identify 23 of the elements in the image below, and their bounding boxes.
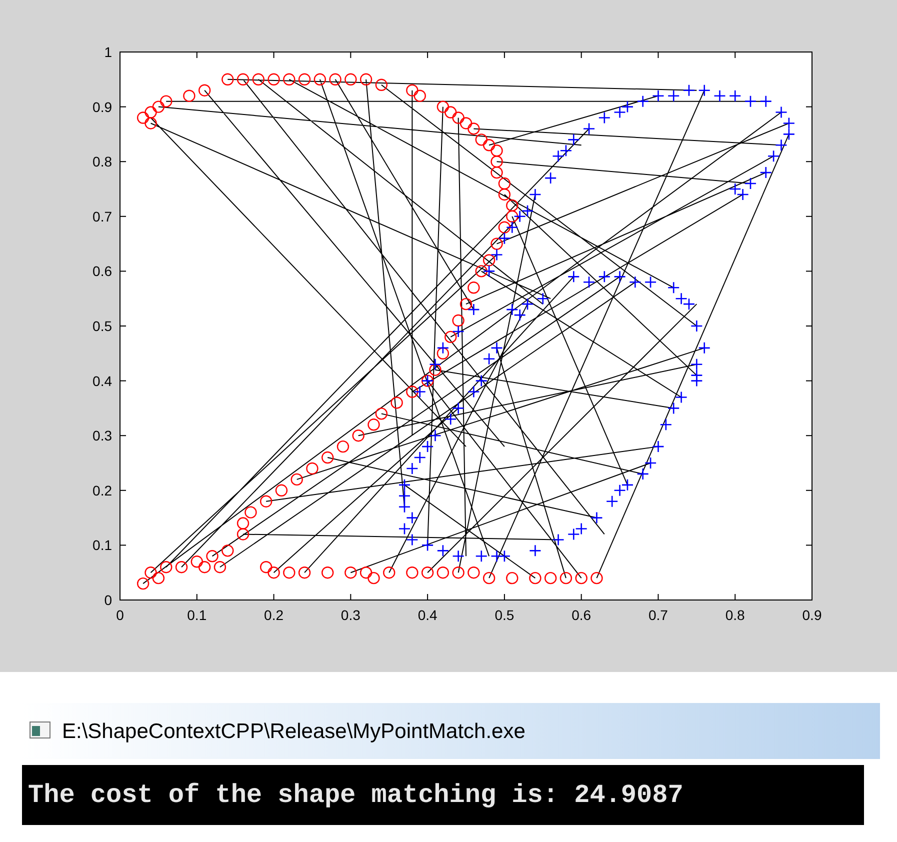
y-tick-label: 0.1 (92, 537, 112, 554)
x-tick-label: 0.6 (572, 607, 592, 623)
y-tick-label: 0.5 (92, 318, 112, 334)
y-tick-label: 0.7 (92, 208, 112, 224)
y-tick-label: 1 (104, 44, 112, 60)
x-tick-label: 0.9 (802, 607, 822, 623)
x-tick-label: 0.5 (494, 607, 514, 623)
y-tick-label: 0.6 (92, 263, 112, 280)
y-tick-label: 0.9 (92, 98, 112, 115)
text: The cost of the shape matching is: 24.9087 (28, 780, 684, 810)
x-tick-label: 0 (116, 607, 124, 623)
y-tick-label: 0 (104, 592, 112, 608)
y-tick-label: 0.4 (92, 372, 112, 389)
x-tick-label: 0.7 (648, 607, 668, 623)
x-tick-label: 0.2 (264, 607, 284, 623)
x-tick-label: 0.3 (340, 607, 361, 623)
y-tick-label: 0.8 (92, 154, 112, 170)
y-tick-label: 0.3 (92, 428, 112, 444)
y-tick-label: 0.2 (92, 482, 112, 498)
x-tick-label: 0.8 (725, 607, 746, 623)
x-tick-label: 0.4 (418, 607, 438, 623)
text: E:\ShapeContextCPP\Release\MyPointMatch.exe (62, 720, 526, 743)
x-tick-label: 0.1 (187, 607, 207, 623)
